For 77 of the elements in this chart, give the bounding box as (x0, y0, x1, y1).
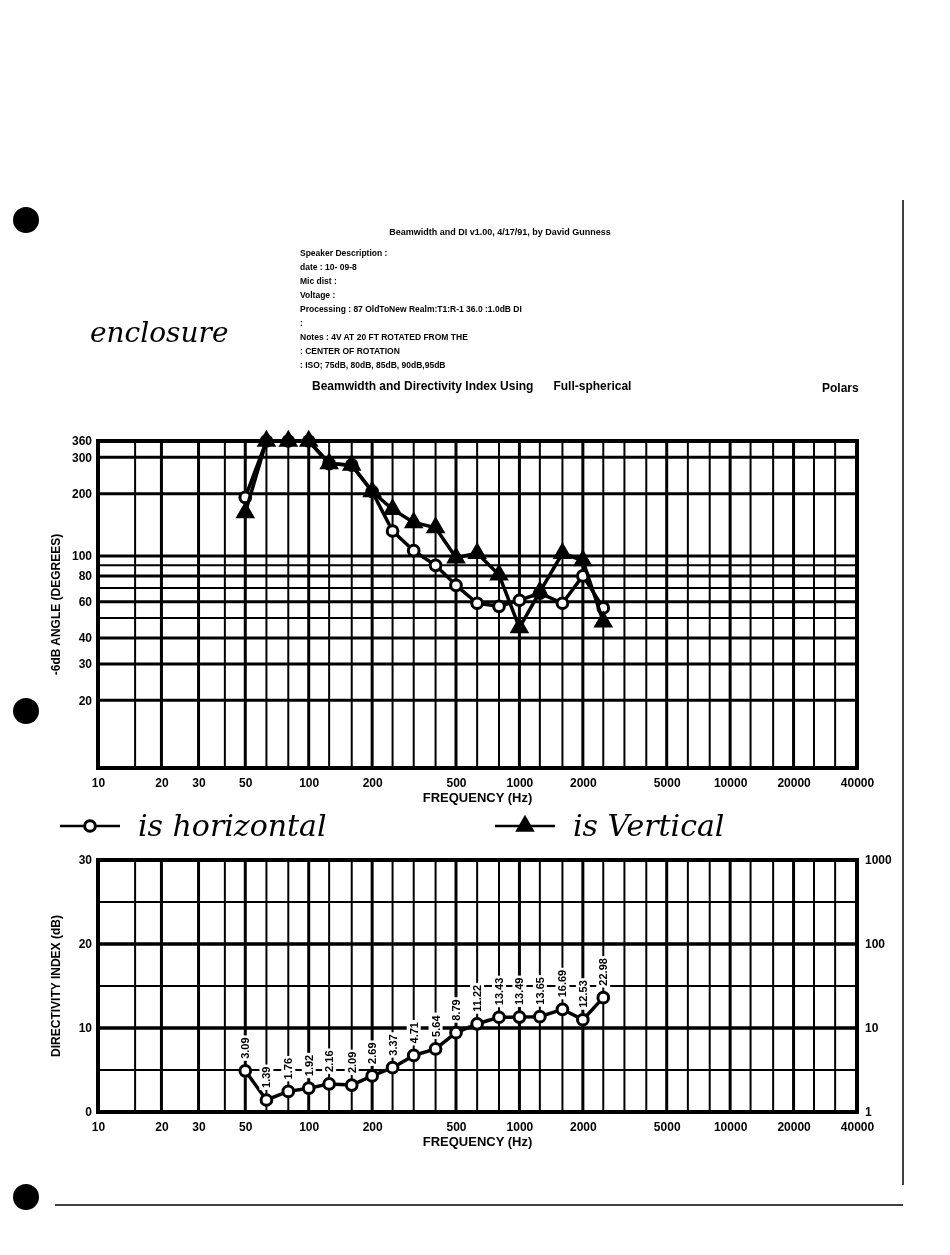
text: enclosure (90, 316, 229, 349)
data-label: 5.64 (429, 1014, 442, 1037)
text: date : 10- 09-8 (300, 262, 357, 272)
data-label: 22.98 (597, 958, 610, 986)
data-label: 2.16 (323, 1050, 336, 1072)
text: : (300, 318, 303, 328)
x-tick-label: 100 (299, 775, 320, 790)
data-label: 8.79 (449, 999, 462, 1021)
legend-label: is horizontal (138, 808, 327, 843)
y-axis-title: -6dB ANGLE (DEGREES) (49, 533, 63, 676)
text: : ISO; 75dB, 80dB, 85dB, 90dB,95dB (300, 360, 446, 370)
text: Voltage : (300, 290, 336, 300)
x-tick-label: 500 (446, 775, 467, 790)
y-tick-label: 10 (865, 1021, 879, 1036)
x-tick-label: 50 (239, 1119, 253, 1134)
x-tick-label: 50 (239, 775, 253, 790)
text: Mic dist : (300, 276, 337, 286)
x-axis-title: FREQUENCY (Hz) (422, 790, 533, 805)
x-tick-label: 30 (192, 1119, 207, 1134)
y-tick-label: 40 (78, 631, 93, 646)
x-tick-label: 20000 (777, 775, 812, 790)
data-label: 1.39 (260, 1066, 273, 1088)
x-tick-label: 1000 (506, 1119, 534, 1134)
text: Polars (822, 381, 860, 395)
text: : CENTER OF ROTATION (300, 346, 400, 356)
data-label: 4.71 (407, 1022, 420, 1044)
y-tick-label: 100 (71, 549, 93, 564)
x-tick-label: 5000 (653, 775, 681, 790)
x-axis-title: FREQUENCY (Hz) (422, 1134, 533, 1149)
y-tick-label: 1000 (865, 853, 893, 868)
x-tick-label: 10 (91, 775, 106, 790)
y-tick-label: 30 (78, 657, 93, 672)
data-label: 3.09 (239, 1037, 252, 1059)
data-label: 13.43 (493, 977, 506, 1006)
x-tick-label: 5000 (653, 1119, 681, 1134)
data-label: 16.69 (556, 969, 569, 998)
y-tick-label: 60 (78, 595, 93, 610)
y-tick-label: 300 (71, 450, 93, 465)
x-tick-label: 2000 (570, 1119, 598, 1134)
data-label: 13.49 (513, 977, 526, 1006)
x-tick-label: 40000 (840, 1119, 875, 1134)
y-tick-label: 360 (71, 434, 93, 449)
data-label: 12.53 (576, 980, 589, 1008)
x-tick-label: 30 (192, 775, 207, 790)
chart-title: Beamwidth and DI v1.00, 4/17/91, by David Gunness (389, 227, 611, 237)
data-label: 1.76 (282, 1057, 295, 1080)
y2-axis-title: DIRECTIVITY INDEX (dB) (49, 915, 63, 1057)
data-label: 2.09 (345, 1051, 358, 1074)
x-tick-label: 10 (91, 1119, 106, 1134)
x-tick-label: 100 (299, 1119, 320, 1134)
x-tick-label: 40000 (840, 775, 875, 790)
x-tick-label: 200 (362, 775, 383, 790)
x-tick-label: 20000 (777, 1119, 812, 1134)
text: Notes : 4V AT 20 FT ROTATED FROM THE (300, 332, 469, 342)
x-tick-label: 20 (155, 775, 169, 790)
y-tick-label: 1 (865, 1105, 872, 1120)
data-label: 1.92 (302, 1054, 315, 1077)
chart-subtitle: Beamwidth and Directivity Index Using Full-spherical (312, 379, 632, 393)
data-label: 13.65 (533, 977, 546, 1005)
y-tick-label: 20 (78, 693, 93, 708)
data-label: 11.22 (471, 984, 484, 1012)
data-label: 3.37 (386, 1034, 399, 1056)
text: Processing : 87 OldToNew Realm:T1:R-1 36.0 :1.0dB DI (300, 304, 522, 314)
data-label: 2.69 (366, 1042, 379, 1064)
x-tick-label: 500 (446, 1119, 467, 1134)
y-tick-label: 200 (71, 487, 93, 502)
y-tick-label: 80 (78, 569, 93, 584)
x-tick-label: 2000 (570, 775, 598, 790)
x-tick-label: 200 (362, 1119, 383, 1134)
x-tick-label: 1000 (506, 775, 534, 790)
x-tick-label: 20 (155, 1119, 169, 1134)
x-tick-label: 10000 (713, 1119, 748, 1134)
y-tick-label: 100 (865, 937, 886, 952)
text: Speaker Description : (300, 248, 388, 258)
y2-tick-label: 0 (85, 1105, 93, 1120)
x-tick-label: 10000 (713, 775, 748, 790)
legend-label: is Vertical (573, 808, 725, 843)
